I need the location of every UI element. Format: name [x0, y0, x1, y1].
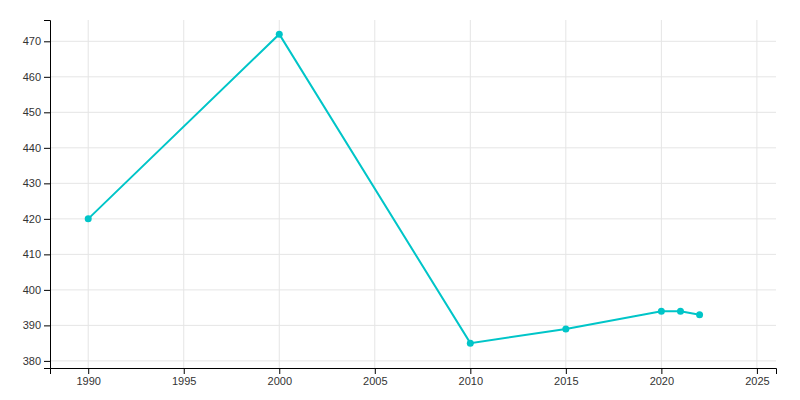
- y-tick: 410: [23, 248, 50, 260]
- y-grid-line: [50, 41, 776, 42]
- x-tick: 2005: [363, 368, 387, 387]
- y-tick: 450: [23, 106, 50, 118]
- y-tick-label: 400: [23, 284, 41, 296]
- y-grid-line: [50, 289, 776, 290]
- x-tick-label: 1990: [76, 375, 100, 387]
- x-tick-mark: [470, 368, 471, 374]
- y-grid-line: [50, 112, 776, 113]
- x-tick-mark: [661, 368, 662, 374]
- y-tick-mark: [44, 77, 50, 78]
- x-grid-line: [661, 20, 662, 368]
- x-tick-mark: [757, 368, 758, 374]
- y-grid-line: [50, 325, 776, 326]
- x-tick-label: 1995: [172, 375, 196, 387]
- y-tick: 440: [23, 142, 50, 154]
- y-tick-mark: [44, 361, 50, 362]
- y-tick: 420: [23, 213, 50, 225]
- y-tick-mark: [44, 254, 50, 255]
- x-tick-label: 2000: [268, 375, 292, 387]
- y-tick-mark: [44, 112, 50, 113]
- x-tick: 2010: [459, 368, 483, 387]
- y-tick-label: 470: [23, 35, 41, 47]
- y-tick: 380: [23, 355, 50, 367]
- point: [276, 31, 283, 38]
- x-tick: 1995: [172, 368, 196, 387]
- x-tick: 1990: [76, 368, 100, 387]
- y-grid-line: [50, 360, 776, 361]
- chart: 1990 1995 2000 2005 2010 2015 2020 2025 380 390 40…: [0, 0, 800, 400]
- x-tick: 2000: [268, 368, 292, 387]
- x-tick-mark: [566, 368, 567, 374]
- x-tick-label: 2020: [650, 375, 674, 387]
- y-tick-mark: [44, 219, 50, 220]
- y-tick-label: 420: [23, 213, 41, 225]
- x-grid-line: [279, 20, 280, 368]
- x-tick: 2020: [650, 368, 674, 387]
- x-tick-mark: [88, 368, 89, 374]
- y-tick: 400: [23, 284, 50, 296]
- y-tick-mark: [44, 290, 50, 291]
- x-tick: 2025: [745, 368, 769, 387]
- point: [658, 308, 665, 315]
- y-tick: 460: [23, 71, 50, 83]
- x-grid-line: [88, 20, 89, 368]
- x-grid-line: [565, 20, 566, 368]
- y-tick-label: 460: [23, 71, 41, 83]
- x-tick-mark: [375, 368, 376, 374]
- grid: [50, 20, 776, 368]
- y-tick: 430: [23, 177, 50, 189]
- point: [85, 215, 92, 222]
- plot-area: [85, 31, 703, 347]
- x-tick-mark: [279, 368, 280, 374]
- point: [467, 340, 474, 347]
- y-tick-label: 430: [23, 177, 41, 189]
- y-grid-line: [50, 183, 776, 184]
- y-tick-label: 380: [23, 355, 41, 367]
- y-tick: 390: [23, 319, 50, 331]
- x-grid-line: [374, 20, 375, 368]
- y-tick-label: 390: [23, 319, 41, 331]
- point: [696, 311, 703, 318]
- x-tick-label: 2005: [363, 375, 387, 387]
- y-tick-label: 450: [23, 106, 41, 118]
- y-axis-line: [44, 21, 51, 369]
- line: [88, 34, 699, 343]
- point: [562, 325, 569, 332]
- x-axis-line: [51, 369, 777, 375]
- y-grid-line: [50, 218, 776, 219]
- x-tick: 2015: [554, 368, 578, 387]
- x-axis: 1990 1995 2000 2005 2010 2015 2020 2025: [51, 368, 777, 387]
- y-tick-mark: [44, 148, 50, 149]
- x-tick-label: 2010: [459, 375, 483, 387]
- y-tick-mark: [44, 183, 50, 184]
- y-tick-label: 410: [23, 248, 41, 260]
- point: [677, 308, 684, 315]
- y-axis: 380 390 400 410 420 430 440 450 460 470: [23, 21, 51, 369]
- x-grid-line: [756, 20, 757, 368]
- x-grid-line: [183, 20, 184, 368]
- y-grid-line: [50, 254, 776, 255]
- y-grid-line: [50, 147, 776, 148]
- x-tick-label: 2025: [745, 375, 769, 387]
- x-tick-label: 2015: [554, 375, 578, 387]
- y-tick: 470: [23, 35, 50, 47]
- x-grid-line: [470, 20, 471, 368]
- y-tick-mark: [44, 325, 50, 326]
- y-tick-mark: [44, 41, 50, 42]
- y-tick-label: 440: [23, 142, 41, 154]
- y-grid-line: [50, 76, 776, 77]
- x-tick-mark: [184, 368, 185, 374]
